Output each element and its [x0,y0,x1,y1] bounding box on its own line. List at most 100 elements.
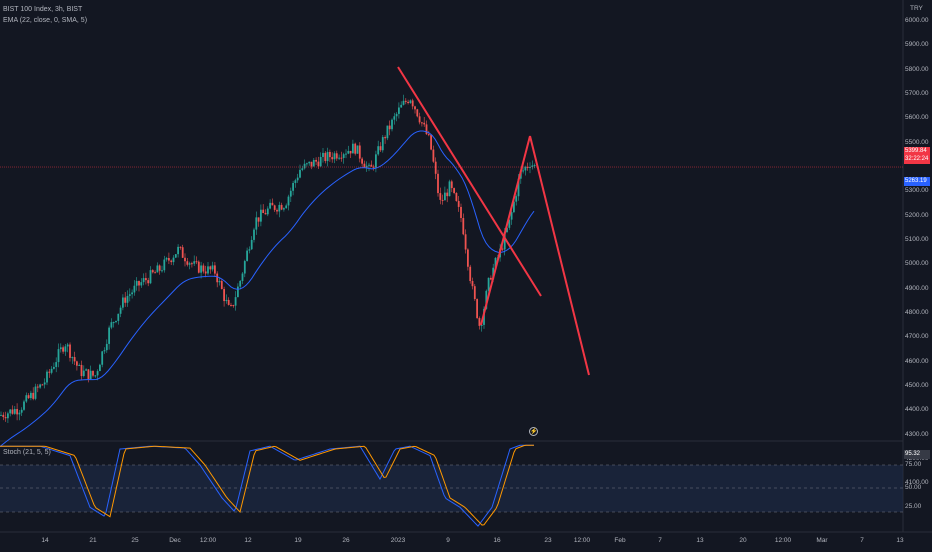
candle-body [43,382,46,385]
last-price-tag: 5399.84 [904,147,930,156]
candle-body [103,350,106,352]
candle-body [250,239,253,250]
candle-body [368,164,370,166]
price-tick: 5100.00 [905,235,929,243]
candle-body [273,205,276,210]
candle-body [209,266,212,270]
candle-body [234,297,237,306]
candle-body [375,154,377,168]
candle-body [418,116,421,123]
candle-body [409,100,412,104]
candle-body [18,412,21,415]
candle-body [188,263,191,265]
candle-body [324,152,327,162]
candle-body [501,248,504,250]
candle-body [257,217,260,222]
candle-body [32,392,35,399]
candle-body [299,169,301,178]
candle-body [310,161,313,167]
time-tick: 12:00 [573,537,591,544]
candle-body [4,417,7,419]
candle-body [345,153,347,155]
candle-body [36,386,39,388]
candle-body [135,281,138,286]
candle-body [253,229,255,240]
candle-body [59,347,62,350]
time-tick: 23 [544,537,552,544]
candle-body [0,414,2,416]
time-tick: 2023 [390,537,406,544]
candle-body [55,362,58,367]
time-tick: 12:00 [774,537,792,544]
candle-body [411,100,414,107]
time-tick: Mar [816,537,828,544]
price-tick: 5300.00 [905,187,929,195]
candle-body [460,206,462,219]
candle-body [467,249,469,267]
stoch-tick: 75.00 [905,461,922,468]
candle-body [522,170,524,172]
event-flag-icon[interactable]: ⚡ [529,427,538,436]
candle-body [469,266,472,281]
trend-line-projection [529,135,590,376]
candle-body [131,292,133,295]
candle-body [329,151,331,158]
candle-body [62,347,64,352]
candle-body [64,346,67,352]
stoch-legend[interactable]: Stoch (21, 5, 5) [3,449,51,456]
candle-body [112,322,115,324]
trend-line-up [480,135,531,326]
candle-body [216,273,219,283]
candle-body [115,320,117,323]
candle-body [457,200,460,207]
candle-body [388,125,391,130]
time-tick: Feb [614,537,626,544]
candle-body [158,265,161,271]
price-tick: 5200.00 [905,211,929,219]
price-tick: 4100.00 [905,479,929,487]
candle-body [306,163,308,165]
candle-body [168,258,170,261]
time-tick: 13 [896,537,904,544]
candle-body [248,249,251,251]
stoch-tick: 50.00 [905,484,922,491]
price-tick: 5600.00 [905,114,929,122]
candle-body [508,219,511,228]
candle-body [179,246,182,248]
candle-body [105,343,108,351]
candle-body [423,122,426,125]
symbol-legend[interactable]: BIST 100 Index, 3h, BIST [3,6,83,13]
candle-body [223,289,225,302]
candle-body [94,375,97,377]
candle-body [191,263,193,265]
candle-body [211,265,214,270]
ema-legend[interactable]: EMA (22, close, 0, SMA, 5) [3,17,88,24]
candle-body [386,125,389,139]
candle-body [110,322,113,328]
candle-body [177,246,179,255]
candle-body [227,299,230,305]
candle-body [174,254,177,258]
candle-body [119,307,122,314]
candle-body [448,181,451,197]
candle-body [407,101,409,104]
candle-body [379,146,382,151]
candle-body [9,409,12,414]
stoch-band [0,465,903,512]
price-tick: 5800.00 [905,65,929,73]
candle-body [11,409,14,414]
candle-body [478,318,481,326]
candle-body [207,266,209,274]
candle-body [340,157,343,159]
candle-body [285,205,288,209]
candle-body [30,392,32,399]
candle-body [280,204,283,210]
price-tick: 5000.00 [905,260,929,268]
candle-body [154,272,156,274]
candle-body [287,196,290,206]
price-tick: 5700.00 [905,89,929,97]
candle-body [531,165,534,167]
candle-body [82,370,85,377]
